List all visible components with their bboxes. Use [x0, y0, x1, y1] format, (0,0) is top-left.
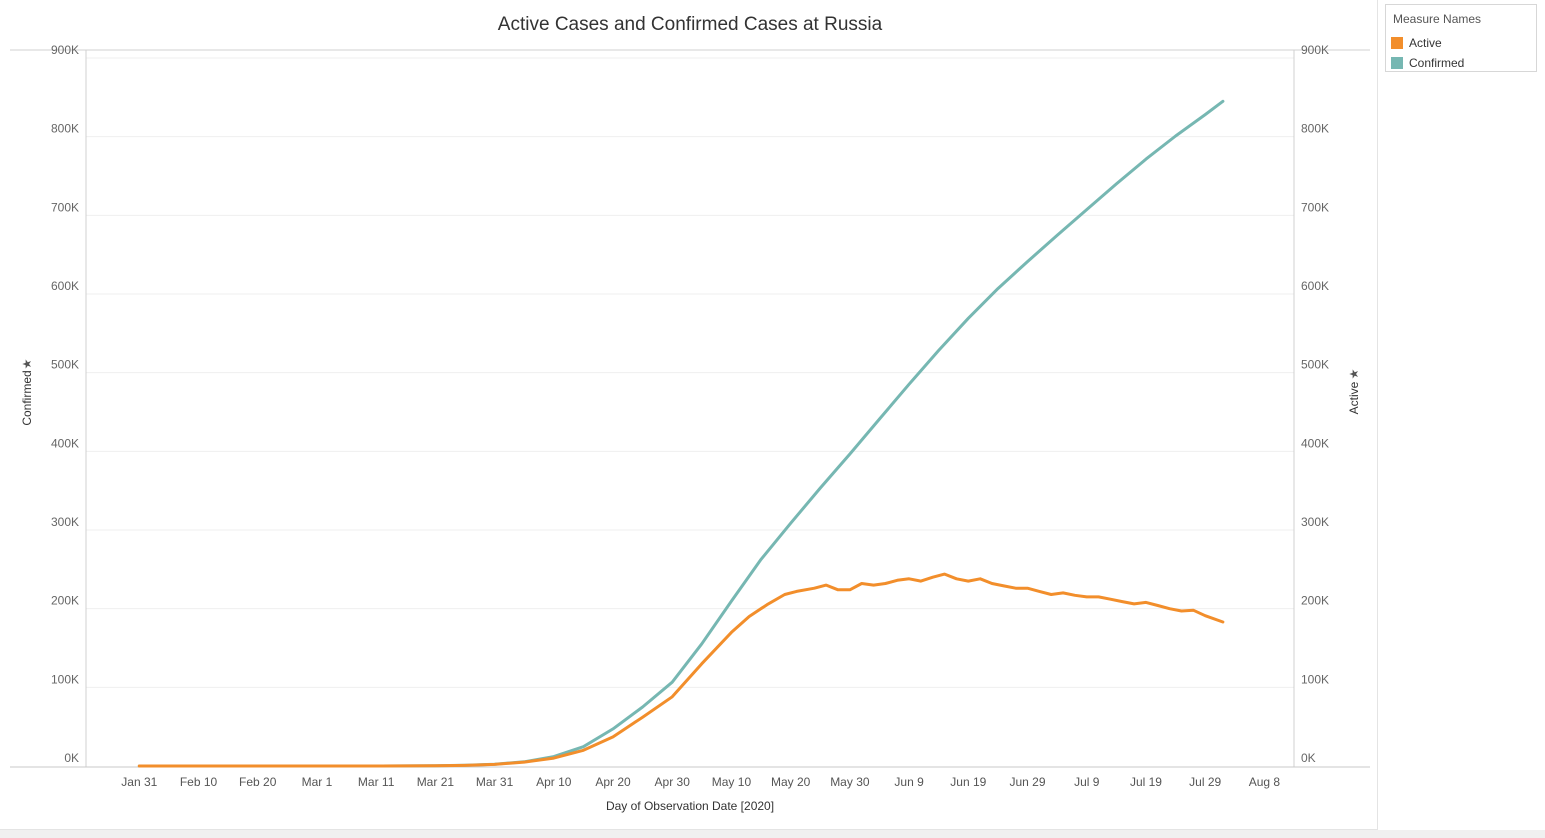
x-tick-label: Jan 31 — [121, 775, 157, 789]
axes — [10, 49, 1370, 768]
y-tick-label-right: 200K — [1301, 594, 1329, 608]
pin-icon-left[interactable]: ★ — [20, 359, 34, 370]
line-chart[interactable]: 0K 0K 100K 100K 200K 200K 300K 300K 400K 400K 500K… — [0, 0, 1380, 830]
grid-lines — [86, 57, 1294, 688]
x-tick-label: Jun 29 — [1010, 775, 1046, 789]
y-tick-label-left: 100K — [51, 672, 79, 686]
chart-title: Active Cases and Confirmed Cases at Russ… — [497, 14, 883, 35]
x-tick-label: May 20 — [771, 775, 811, 789]
y-tick-label-right: 800K — [1301, 122, 1329, 136]
x-tick-label: Aug 8 — [1249, 775, 1281, 789]
series-line-confirmed[interactable] — [137, 99, 1225, 768]
tick-labels: 0K 0K 100K 100K 200K 200K 300K 300K 400K 400K 500K… — [51, 43, 1329, 789]
x-tick-label: Feb 20 — [239, 775, 277, 789]
y-tick-label-right: 700K — [1301, 200, 1329, 214]
y-axis-left-label-group: Confirmed ★ — [20, 359, 34, 426]
x-tick-label: Mar 1 — [302, 775, 333, 789]
legend-label-active: Active — [1409, 36, 1442, 50]
y-tick-label-left: 400K — [51, 436, 79, 450]
y-tick-label-right: 100K — [1301, 672, 1329, 686]
x-tick-label: Jul 9 — [1074, 775, 1100, 789]
legend: Measure Names Active Confirmed — [1385, 4, 1537, 72]
x-tick-label: Mar 11 — [358, 775, 395, 789]
pin-icon-right[interactable]: ★ — [1347, 369, 1361, 380]
legend-swatch-confirmed — [1391, 57, 1403, 69]
x-axis-label: Day of Observation Date [2020] — [606, 799, 774, 813]
y-tick-label-right: 900K — [1301, 43, 1329, 57]
y-tick-label-left: 500K — [51, 358, 79, 372]
y-tick-label-left: 200K — [51, 594, 79, 608]
y-tick-label-right: 0K — [1301, 751, 1316, 765]
series-line-active[interactable] — [137, 572, 1225, 768]
x-tick-label: May 10 — [712, 775, 752, 789]
legend-swatch-active — [1391, 37, 1403, 49]
legend-label-confirmed: Confirmed — [1409, 56, 1465, 70]
x-tick-label: Jun 19 — [950, 775, 986, 789]
x-tick-label: Feb 10 — [180, 775, 218, 789]
y-axis-right-label-group: Active ★ — [1347, 369, 1361, 415]
x-tick-label: Mar 31 — [476, 775, 514, 789]
x-tick-label: May 30 — [830, 775, 870, 789]
y-axis-right-label: Active — [1347, 381, 1361, 414]
y-tick-label-left: 700K — [51, 200, 79, 214]
x-tick-label: Apr 20 — [595, 775, 631, 789]
y-tick-label-left: 800K — [51, 122, 79, 136]
x-tick-label: Jul 19 — [1130, 775, 1162, 789]
x-tick-label: Jul 29 — [1189, 775, 1221, 789]
x-tick-label: Mar 21 — [417, 775, 455, 789]
x-tick-label: Apr 30 — [655, 775, 691, 789]
y-tick-label-right: 400K — [1301, 436, 1329, 450]
y-tick-label-left: 600K — [51, 279, 79, 293]
chart-frame — [0, 0, 1378, 830]
y-tick-label-right: 300K — [1301, 515, 1329, 529]
y-tick-label-right: 600K — [1301, 279, 1329, 293]
y-tick-label-left: 900K — [51, 43, 79, 57]
y-tick-label-left: 0K — [64, 751, 79, 765]
y-tick-label-right: 500K — [1301, 358, 1329, 372]
x-tick-label: Jun 9 — [894, 775, 924, 789]
y-axis-left-label: Confirmed — [20, 370, 34, 425]
legend-title: Measure Names — [1393, 12, 1482, 26]
status-strip — [0, 830, 1545, 838]
series-lines[interactable] — [137, 99, 1225, 768]
x-tick-label: Apr 10 — [536, 775, 572, 789]
y-tick-label-left: 300K — [51, 515, 79, 529]
